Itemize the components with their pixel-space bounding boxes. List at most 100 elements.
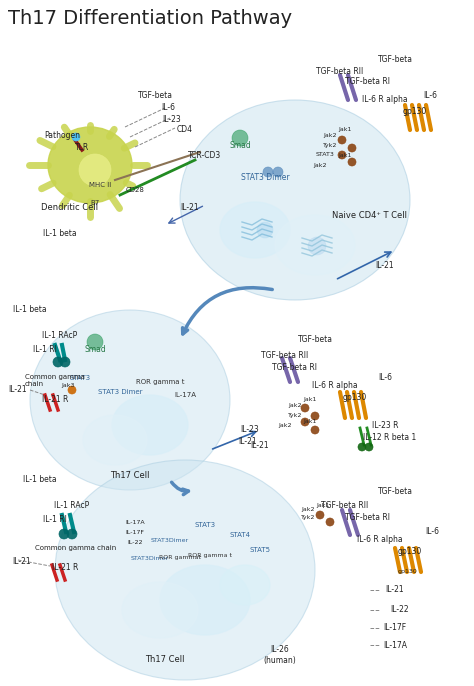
Text: IL-1 beta: IL-1 beta — [23, 475, 57, 484]
Ellipse shape — [59, 529, 69, 539]
Text: TGF-beta: TGF-beta — [377, 56, 412, 64]
Text: IL-1 RI: IL-1 RI — [43, 515, 67, 525]
Text: TLR: TLR — [75, 143, 89, 152]
Text: Dendritic Cell: Dendritic Cell — [41, 202, 99, 211]
Text: Jak3: Jak3 — [61, 383, 75, 388]
Text: IL-17A: IL-17A — [383, 641, 407, 650]
Text: TGF-beta: TGF-beta — [377, 488, 412, 497]
Text: Th17 Cell: Th17 Cell — [145, 656, 185, 665]
Text: IL-17A: IL-17A — [125, 519, 145, 525]
Text: IL-21: IL-21 — [251, 440, 269, 449]
Text: IL-17F: IL-17F — [383, 624, 407, 632]
Text: Tyk2: Tyk2 — [301, 515, 315, 521]
Text: Th17 Differentiation Pathway: Th17 Differentiation Pathway — [8, 8, 292, 27]
Text: STAT4: STAT4 — [229, 532, 250, 538]
Ellipse shape — [160, 565, 250, 635]
Ellipse shape — [308, 237, 326, 255]
Text: ROR gamma t: ROR gamma t — [188, 552, 232, 558]
Ellipse shape — [122, 582, 198, 638]
Text: IL-23: IL-23 — [241, 425, 259, 434]
Text: Common gamma
chain: Common gamma chain — [25, 373, 85, 386]
Text: Th17 Cell: Th17 Cell — [110, 471, 150, 480]
Text: gp130: gp130 — [398, 547, 422, 556]
Ellipse shape — [263, 167, 273, 177]
Text: Pathogen: Pathogen — [44, 130, 80, 139]
Text: Jak2: Jak2 — [288, 403, 302, 407]
Ellipse shape — [257, 222, 273, 238]
Text: STAT3: STAT3 — [194, 522, 216, 528]
Text: IL-17A: IL-17A — [174, 392, 196, 398]
Text: STAT3 Dimer: STAT3 Dimer — [241, 174, 289, 182]
Text: STAT3Dimer: STAT3Dimer — [151, 538, 189, 543]
Text: IL-6: IL-6 — [161, 104, 175, 113]
Ellipse shape — [365, 443, 373, 451]
Text: IL-23: IL-23 — [163, 115, 182, 124]
Text: IL-21: IL-21 — [376, 261, 394, 270]
Text: TGF-beta RII: TGF-beta RII — [261, 351, 309, 359]
Ellipse shape — [87, 334, 103, 350]
Text: IL-6 R alpha: IL-6 R alpha — [362, 95, 408, 104]
Ellipse shape — [68, 386, 76, 394]
Text: IL-21 R: IL-21 R — [42, 396, 68, 405]
Text: Jak1: Jak1 — [338, 152, 352, 158]
Ellipse shape — [301, 418, 309, 426]
Ellipse shape — [316, 511, 324, 519]
Ellipse shape — [79, 154, 111, 186]
Ellipse shape — [55, 460, 315, 680]
Text: Naive CD4⁺ T Cell: Naive CD4⁺ T Cell — [332, 211, 408, 220]
Text: STAT3: STAT3 — [69, 375, 91, 381]
Ellipse shape — [338, 136, 346, 144]
Ellipse shape — [220, 565, 270, 605]
Text: IL-23 R: IL-23 R — [372, 421, 398, 429]
Text: IL-21: IL-21 — [9, 386, 27, 394]
Text: Smad: Smad — [229, 141, 251, 150]
Ellipse shape — [30, 310, 230, 490]
Text: IL-22: IL-22 — [391, 606, 410, 615]
Ellipse shape — [338, 151, 346, 159]
Ellipse shape — [48, 127, 132, 203]
Text: IL-6 R alpha: IL-6 R alpha — [357, 536, 403, 545]
Text: IL-21 R: IL-21 R — [52, 563, 78, 573]
Text: Jak2: Jak2 — [301, 508, 315, 512]
Text: TGF-beta RI: TGF-beta RI — [273, 364, 318, 372]
Text: STAT3 Dimer: STAT3 Dimer — [98, 389, 142, 395]
Ellipse shape — [301, 404, 309, 412]
Text: IL-1 beta: IL-1 beta — [13, 305, 47, 314]
Text: CD4: CD4 — [177, 126, 193, 134]
Text: TGF-beta RI: TGF-beta RI — [346, 78, 391, 86]
Text: gp130: gp130 — [343, 394, 367, 403]
Text: Tyk2: Tyk2 — [288, 412, 302, 418]
Ellipse shape — [273, 167, 283, 177]
Text: gp130: gp130 — [403, 108, 427, 117]
Text: IL-12 R beta 1: IL-12 R beta 1 — [364, 434, 417, 442]
Text: IL-26
(human): IL-26 (human) — [264, 646, 296, 665]
Text: gp130: gp130 — [398, 569, 418, 574]
Text: IL-1 RAcP: IL-1 RAcP — [42, 331, 78, 340]
Ellipse shape — [326, 518, 334, 526]
Text: IL-1 RAcP: IL-1 RAcP — [55, 501, 90, 510]
Text: CD28: CD28 — [126, 187, 145, 193]
Text: Jak1: Jak1 — [303, 420, 317, 425]
Text: STAT3Dimer: STAT3Dimer — [131, 556, 169, 560]
Ellipse shape — [112, 395, 188, 455]
Text: TCR-CD3: TCR-CD3 — [188, 150, 222, 160]
Ellipse shape — [232, 130, 248, 146]
Text: Tyk2: Tyk2 — [323, 143, 337, 147]
Text: TGF-beta RII: TGF-beta RII — [321, 501, 369, 510]
Text: Jak2: Jak2 — [278, 423, 292, 427]
Text: IL-6: IL-6 — [425, 528, 439, 536]
Ellipse shape — [275, 215, 355, 275]
Ellipse shape — [67, 529, 77, 539]
Ellipse shape — [53, 357, 63, 367]
Text: IL-21: IL-21 — [13, 558, 31, 567]
Ellipse shape — [83, 415, 147, 465]
Ellipse shape — [348, 158, 356, 166]
Text: IL-1 beta: IL-1 beta — [43, 228, 77, 237]
Text: IL-21: IL-21 — [181, 204, 199, 213]
Ellipse shape — [60, 357, 70, 367]
Text: B7: B7 — [91, 200, 100, 206]
Text: Smad: Smad — [84, 346, 106, 355]
Text: Common gamma chain: Common gamma chain — [35, 545, 116, 551]
Ellipse shape — [220, 202, 290, 258]
Text: IL-22: IL-22 — [127, 539, 143, 545]
